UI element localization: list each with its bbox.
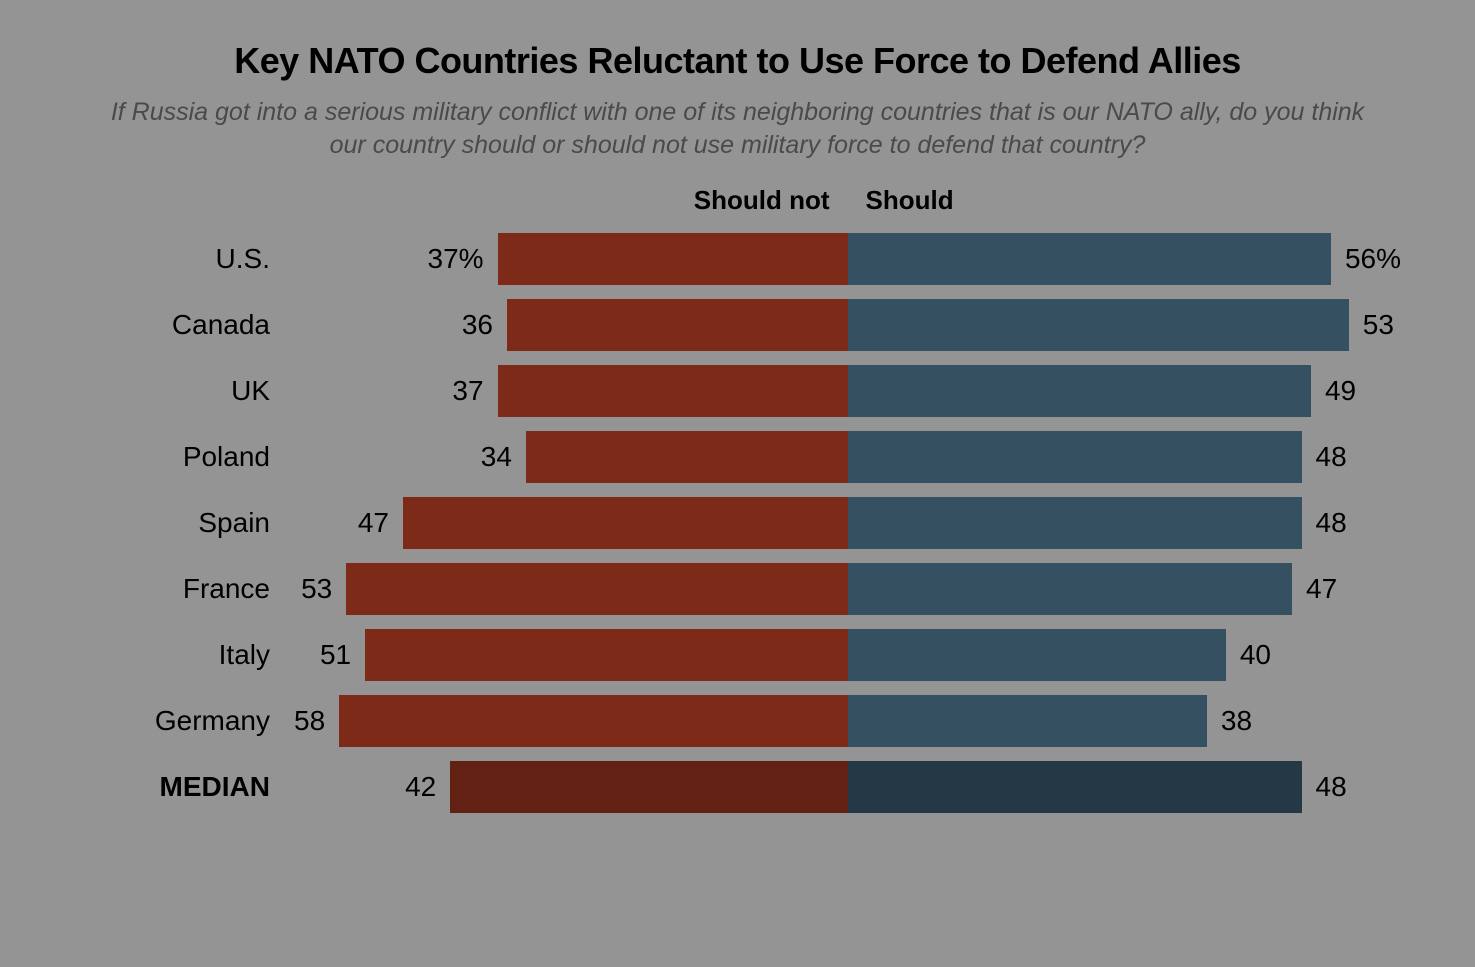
bar-should-not	[507, 299, 848, 351]
bar-half-should-not: 51	[280, 627, 848, 683]
value-should: 47	[1292, 573, 1351, 605]
bar-row: Canada 36 53	[60, 292, 1415, 358]
bar-should	[848, 629, 1226, 681]
row-label: Canada	[60, 309, 280, 341]
bar-half-should-not: 42	[280, 759, 848, 815]
legend-should-not: Should not	[280, 185, 848, 216]
bar-area: 37% 56%	[280, 231, 1415, 287]
bar-row: Germany58 38	[60, 688, 1415, 754]
bar-row: Poland 34 48	[60, 424, 1415, 490]
bar-should	[848, 761, 1302, 813]
bar-row: France53 47	[60, 556, 1415, 622]
bar-half-should: 38	[848, 693, 1416, 749]
bar-should-not	[339, 695, 847, 747]
value-should: 53	[1349, 309, 1408, 341]
value-should-not: 37%	[414, 243, 498, 275]
bar-half-should: 53	[848, 297, 1416, 353]
bar-half-should: 48	[848, 495, 1416, 551]
row-label: Germany	[60, 705, 280, 737]
row-label: Italy	[60, 639, 280, 671]
bar-area: 36 53	[280, 297, 1415, 353]
row-label: MEDIAN	[60, 771, 280, 803]
bar-half-should: 40	[848, 627, 1416, 683]
bar-half-should: 48	[848, 759, 1416, 815]
bar-area: 47 48	[280, 495, 1415, 551]
chart-rows: U.S.37%56%Canada3653UK3749Poland3448Spai…	[60, 226, 1415, 820]
bar-should	[848, 695, 1207, 747]
row-label: U.S.	[60, 243, 280, 275]
value-should-not: 58	[280, 705, 339, 737]
value-should: 48	[1302, 771, 1361, 803]
bar-half-should-not: 47	[280, 495, 848, 551]
bar-should-not	[365, 629, 847, 681]
value-should-not: 47	[344, 507, 403, 539]
bar-row: U.S. 37% 56%	[60, 226, 1415, 292]
bar-half-should: 56%	[848, 231, 1416, 287]
bar-half-should-not: 37	[280, 363, 848, 419]
bar-area: 53 47	[280, 561, 1415, 617]
bar-half-should: 49	[848, 363, 1416, 419]
bar-half-should-not: 36	[280, 297, 848, 353]
bar-row-median: MEDIAN 42 48	[60, 754, 1415, 820]
legend-spacer	[60, 185, 280, 216]
bar-area: 42 48	[280, 759, 1415, 815]
bar-half-should-not: 37%	[280, 231, 848, 287]
value-should-not: 36	[448, 309, 507, 341]
bar-should	[848, 563, 1293, 615]
value-should-not: 34	[467, 441, 526, 473]
value-should: 56%	[1331, 243, 1415, 275]
bar-should	[848, 497, 1302, 549]
bar-row: UK 37 49	[60, 358, 1415, 424]
value-should-not: 51	[306, 639, 365, 671]
value-should: 48	[1302, 441, 1361, 473]
bar-should	[848, 299, 1349, 351]
value-should: 49	[1311, 375, 1370, 407]
bar-should	[848, 233, 1331, 285]
bar-area: 34 48	[280, 429, 1415, 485]
bar-should-not	[403, 497, 848, 549]
row-label: Poland	[60, 441, 280, 473]
bar-half-should-not: 53	[280, 561, 848, 617]
bar-should-not	[498, 365, 848, 417]
legend-should: Should	[848, 185, 1416, 216]
bar-area: 58 38	[280, 693, 1415, 749]
bar-area: 51 40	[280, 627, 1415, 683]
value-should-not: 42	[391, 771, 450, 803]
chart-container: Key NATO Countries Reluctant to Use Forc…	[0, 0, 1475, 967]
value-should: 38	[1207, 705, 1266, 737]
bar-should-not	[498, 233, 848, 285]
bar-half-should-not: 58	[280, 693, 848, 749]
bar-should	[848, 431, 1302, 483]
bar-row: Spain 47 48	[60, 490, 1415, 556]
value-should-not: 53	[287, 573, 346, 605]
bar-row: Italy 51 40	[60, 622, 1415, 688]
row-label: Spain	[60, 507, 280, 539]
bar-area: 37 49	[280, 363, 1415, 419]
bar-half-should: 48	[848, 429, 1416, 485]
row-label: France	[60, 573, 280, 605]
bar-should-not	[346, 563, 847, 615]
row-label: UK	[60, 375, 280, 407]
chart-title: Key NATO Countries Reluctant to Use Forc…	[60, 40, 1415, 82]
value-should-not: 37	[438, 375, 497, 407]
legend-row: Should not Should	[60, 185, 1415, 216]
value-should: 48	[1302, 507, 1361, 539]
value-should: 40	[1226, 639, 1285, 671]
bar-half-should-not: 34	[280, 429, 848, 485]
chart-subtitle: If Russia got into a serious military co…	[98, 96, 1378, 161]
bar-should	[848, 365, 1311, 417]
bar-should-not	[450, 761, 847, 813]
bar-should-not	[526, 431, 848, 483]
bar-half-should: 47	[848, 561, 1416, 617]
